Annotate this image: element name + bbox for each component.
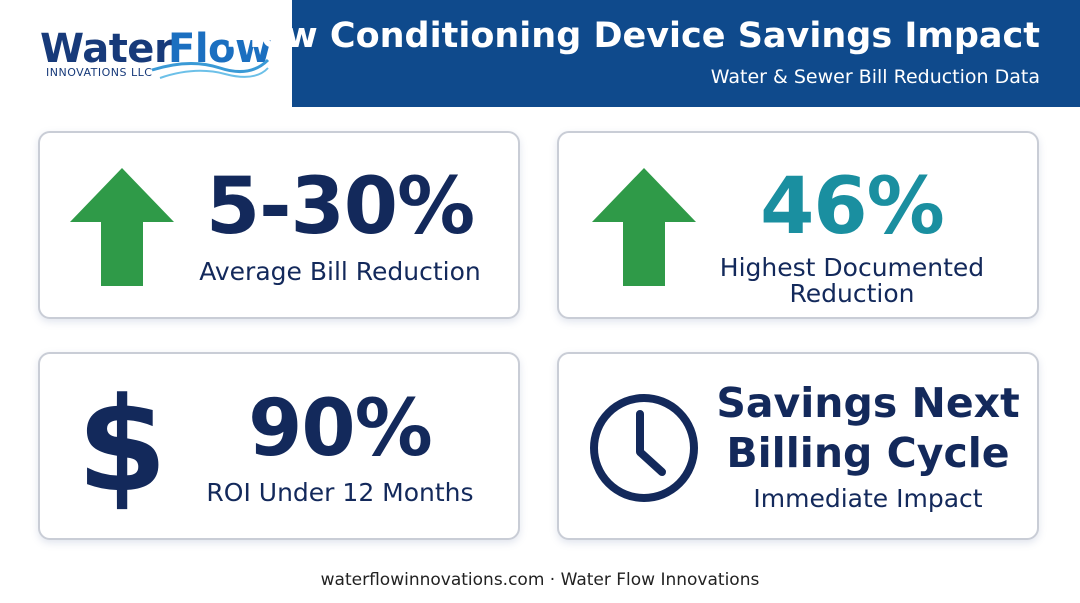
logo-word: Water	[40, 26, 174, 72]
stat-label: Average Bill Reduction	[199, 257, 481, 286]
stat-card	[38, 352, 520, 540]
stat-label: ROI Under 12 Months	[206, 478, 474, 507]
title: Flow Conditioning Device Savings Impact	[225, 16, 1040, 56]
subtitle: Water & Sewer Bill Reduction Data	[710, 66, 1040, 88]
logo-waves	[151, 58, 270, 79]
up-arrow	[592, 168, 696, 286]
card-heading: Billing Cycle	[726, 429, 1010, 477]
stat-label: Immediate Impact	[753, 484, 983, 513]
stat-value: 5-30%	[205, 162, 475, 252]
stat-label: Highest Documented	[719, 253, 985, 282]
logo-subtitle: INNOVATIONS LLC	[46, 66, 153, 79]
stat-value: 90%	[248, 384, 433, 474]
dollar-icon: $	[76, 369, 168, 521]
header-band	[292, 0, 1080, 107]
clock-icon	[590, 394, 698, 502]
up-arrow	[70, 168, 174, 286]
stat-value: 46%	[760, 162, 945, 252]
footer: waterflowinnovations.com · Water Flow In…	[320, 570, 760, 590]
card-heading: Savings Next	[716, 379, 1020, 427]
stat-label: Reduction	[789, 279, 915, 308]
